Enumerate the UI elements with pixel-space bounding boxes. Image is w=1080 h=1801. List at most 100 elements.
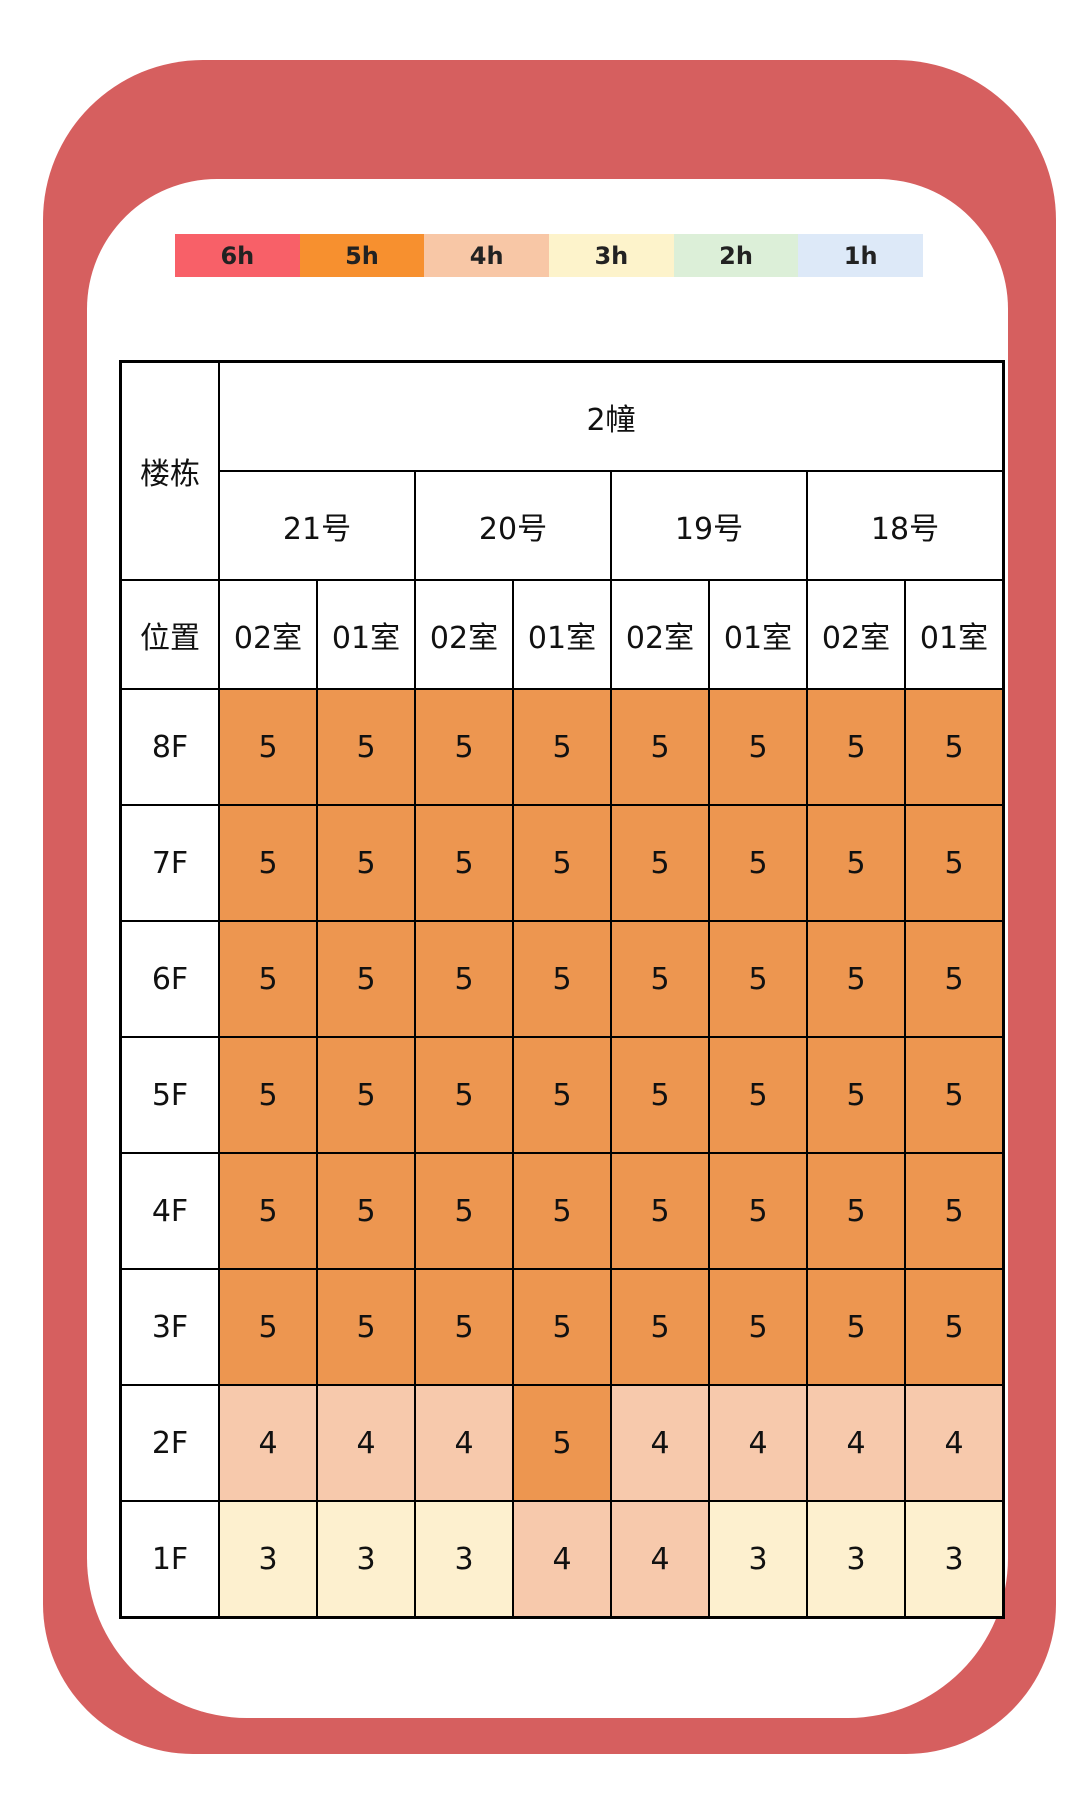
floor-label: 4F <box>119 1152 220 1270</box>
floor-label: 2F <box>119 1384 220 1502</box>
legend-item-3h: 3h <box>549 234 674 277</box>
floor-label: 6F <box>119 920 220 1038</box>
heat-cell: 4 <box>806 1384 906 1502</box>
heat-cell: 5 <box>904 920 1005 1038</box>
legend-item-1h: 1h <box>798 234 924 277</box>
legend-item-6h: 6h <box>175 234 300 277</box>
heat-cell: 5 <box>904 1036 1005 1154</box>
unit-header: 18号 <box>806 470 1005 581</box>
heat-cell: 5 <box>904 804 1005 922</box>
heat-cell: 5 <box>316 920 416 1038</box>
heat-cell: 5 <box>218 804 318 922</box>
heat-cell: 5 <box>708 1152 808 1270</box>
heat-cell: 5 <box>414 1036 514 1154</box>
heat-cell: 3 <box>806 1500 906 1619</box>
heat-cell: 5 <box>512 1152 612 1270</box>
heat-cell: 5 <box>806 688 906 806</box>
heat-cell: 5 <box>414 920 514 1038</box>
room-header: 02室 <box>610 579 710 690</box>
heat-cell: 5 <box>610 920 710 1038</box>
heat-cell: 5 <box>904 1268 1005 1386</box>
heat-cell: 5 <box>316 1268 416 1386</box>
heat-cell: 5 <box>512 920 612 1038</box>
table-row: 7F 5 5 5 5 5 5 5 5 <box>119 804 1005 922</box>
unit-header: 19号 <box>610 470 808 581</box>
heat-cell: 5 <box>512 1268 612 1386</box>
heat-cell: 5 <box>316 688 416 806</box>
heat-cell: 5 <box>512 688 612 806</box>
heat-cell: 3 <box>218 1500 318 1619</box>
legend: 6h 5h 4h 3h 2h 1h <box>175 234 924 277</box>
heat-cell: 3 <box>708 1500 808 1619</box>
heat-cell: 5 <box>806 1152 906 1270</box>
table-row: 6F 5 5 5 5 5 5 5 5 <box>119 920 1005 1038</box>
heat-cell: 4 <box>610 1384 710 1502</box>
room-header: 02室 <box>806 579 906 690</box>
legend-item-5h: 5h <box>299 234 425 277</box>
heat-cell: 4 <box>414 1384 514 1502</box>
floor-label: 5F <box>119 1036 220 1154</box>
heat-cell: 5 <box>218 1268 318 1386</box>
heat-cell: 5 <box>512 1384 612 1502</box>
table-row: 4F 5 5 5 5 5 5 5 5 <box>119 1152 1005 1270</box>
heat-cell: 5 <box>414 1152 514 1270</box>
legend-item-4h: 4h <box>424 234 550 277</box>
table-row: 5F 5 5 5 5 5 5 5 5 <box>119 1036 1005 1154</box>
heat-cell: 4 <box>610 1500 710 1619</box>
building-header: 2幢 <box>218 360 1005 472</box>
heat-cell: 5 <box>610 1268 710 1386</box>
heat-cell: 5 <box>218 1036 318 1154</box>
heat-cell: 3 <box>316 1500 416 1619</box>
heat-cell: 4 <box>904 1384 1005 1502</box>
heat-cell: 5 <box>512 1036 612 1154</box>
unit-header: 20号 <box>414 470 612 581</box>
heat-cell: 4 <box>512 1500 612 1619</box>
heat-cell: 3 <box>904 1500 1005 1619</box>
heat-cell: 5 <box>218 920 318 1038</box>
floor-label: 7F <box>119 804 220 922</box>
corner-label: 楼栋 <box>119 360 220 581</box>
heat-cell: 5 <box>316 1036 416 1154</box>
room-header: 02室 <box>218 579 318 690</box>
heat-cell: 5 <box>806 920 906 1038</box>
position-label: 位置 <box>119 579 220 690</box>
heat-cell: 5 <box>316 804 416 922</box>
room-header: 01室 <box>512 579 612 690</box>
legend-item-2h: 2h <box>673 234 799 277</box>
heat-cell: 5 <box>414 804 514 922</box>
heat-cell: 5 <box>610 1036 710 1154</box>
table-row: 3F 5 5 5 5 5 5 5 5 <box>119 1268 1005 1386</box>
heat-cell: 5 <box>414 688 514 806</box>
heat-cell: 5 <box>806 1268 906 1386</box>
heat-cell: 5 <box>610 688 710 806</box>
heat-cell: 5 <box>708 1268 808 1386</box>
table-row: 8F 5 5 5 5 5 5 5 5 <box>119 688 1005 806</box>
table-row: 1F 3 3 3 4 4 3 3 3 <box>119 1500 1005 1619</box>
heat-cell: 5 <box>708 804 808 922</box>
unit-header: 21号 <box>218 470 416 581</box>
room-header: 01室 <box>316 579 416 690</box>
heat-cell: 5 <box>610 804 710 922</box>
heat-cell: 5 <box>512 804 612 922</box>
heat-cell: 4 <box>708 1384 808 1502</box>
heat-cell: 5 <box>806 804 906 922</box>
heat-cell: 5 <box>218 1152 318 1270</box>
floor-label: 8F <box>119 688 220 806</box>
room-header: 01室 <box>708 579 808 690</box>
heat-cell: 5 <box>610 1152 710 1270</box>
heat-cell: 5 <box>218 688 318 806</box>
heat-cell: 5 <box>708 688 808 806</box>
heat-cell: 5 <box>708 920 808 1038</box>
heat-cell: 4 <box>316 1384 416 1502</box>
heat-cell: 5 <box>904 1152 1005 1270</box>
floor-label: 3F <box>119 1268 220 1386</box>
sunlight-hours-table: 楼栋 2幢 21号 20号 19号 18号 位置 02室 01室 02室 01室 02室 01室… <box>119 360 1005 1619</box>
heat-cell: 5 <box>316 1152 416 1270</box>
heat-cell: 4 <box>218 1384 318 1502</box>
room-header: 01室 <box>904 579 1005 690</box>
heat-cell: 3 <box>414 1500 514 1619</box>
table-row: 2F 4 4 4 5 4 4 4 4 <box>119 1384 1005 1502</box>
heat-cell: 5 <box>708 1036 808 1154</box>
floor-label: 1F <box>119 1500 220 1619</box>
heat-cell: 5 <box>414 1268 514 1386</box>
